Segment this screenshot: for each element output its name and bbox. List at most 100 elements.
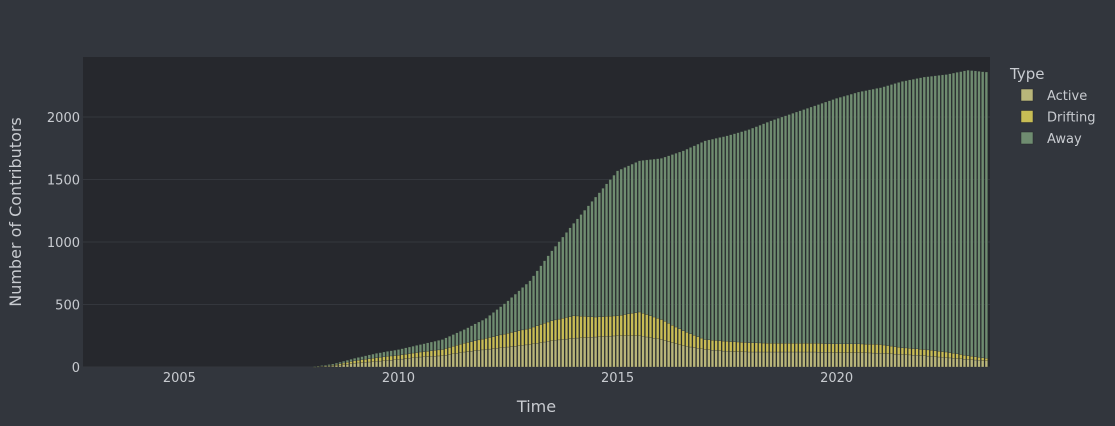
bar-drifting xyxy=(641,313,645,337)
bar-drifting xyxy=(930,350,934,357)
bar-away xyxy=(451,334,455,347)
bar-away xyxy=(415,345,419,353)
bar-drifting xyxy=(590,316,594,338)
bar-drifting xyxy=(824,343,828,353)
bar-drifting xyxy=(382,356,386,361)
bar-away xyxy=(568,227,572,317)
bar-away xyxy=(397,349,400,356)
bar-drifting xyxy=(407,353,411,359)
bar-drifting xyxy=(634,312,638,336)
bar-active xyxy=(459,352,462,368)
bar-active xyxy=(437,355,441,368)
bar-drifting xyxy=(532,326,536,344)
bar-active xyxy=(444,355,448,368)
bar-away xyxy=(864,90,868,345)
bar-active xyxy=(700,348,703,368)
bar-away xyxy=(499,306,503,336)
bar-away xyxy=(565,232,568,318)
bar-away xyxy=(444,337,448,349)
bar-away xyxy=(532,275,536,328)
bar-drifting xyxy=(966,355,970,360)
bar-active xyxy=(882,353,886,368)
bar-active xyxy=(506,346,510,368)
bar-active xyxy=(590,337,594,368)
bar-active xyxy=(586,337,590,368)
bar-drifting xyxy=(674,326,678,344)
bar-drifting xyxy=(857,343,860,353)
bar-drifting xyxy=(659,319,663,340)
bar-active xyxy=(648,337,652,368)
bar-drifting xyxy=(349,361,353,364)
bar-away xyxy=(513,293,517,332)
bar-active xyxy=(397,359,400,368)
bar-away xyxy=(605,183,609,317)
bar-drifting xyxy=(353,360,357,364)
bar-away xyxy=(459,331,462,345)
bar-active xyxy=(802,351,806,368)
bar-drifting xyxy=(521,329,525,346)
bar-active xyxy=(583,337,587,368)
bar-drifting xyxy=(597,316,601,337)
bar-drifting xyxy=(908,348,912,356)
bar-drifting xyxy=(495,335,499,349)
bar-drifting xyxy=(831,343,835,353)
bar-drifting xyxy=(462,343,466,353)
bar-active xyxy=(601,336,605,368)
bar-away xyxy=(952,72,955,354)
bar-active xyxy=(411,357,415,368)
bar-away xyxy=(941,74,944,352)
bar-active xyxy=(754,351,758,368)
bar-away xyxy=(510,297,514,333)
bar-away xyxy=(506,300,510,334)
bar-active xyxy=(955,358,959,368)
bar-drifting xyxy=(663,321,667,341)
bar-away xyxy=(612,175,616,317)
bar-drifting xyxy=(871,344,875,354)
bar-away xyxy=(378,352,382,358)
bar-drifting xyxy=(393,355,397,360)
bar-active xyxy=(732,351,736,368)
bar-active xyxy=(747,351,751,368)
bar-away xyxy=(963,70,966,356)
bar-active xyxy=(886,353,890,368)
bar-away xyxy=(926,76,930,351)
bar-drifting xyxy=(448,347,452,355)
bar-active xyxy=(773,351,777,368)
bar-drifting xyxy=(561,318,565,340)
bar-active xyxy=(681,345,685,368)
bar-away xyxy=(338,361,342,364)
bar-away xyxy=(327,364,331,366)
bar-active xyxy=(543,341,546,368)
bar-active xyxy=(334,365,338,368)
bar-drifting xyxy=(868,344,871,354)
bar-away xyxy=(528,280,532,329)
bar-active xyxy=(433,356,437,368)
bar-drifting xyxy=(378,357,382,362)
bar-away xyxy=(429,341,433,351)
bar-away xyxy=(897,82,901,348)
bar-away xyxy=(426,342,430,352)
bar-away xyxy=(820,103,824,344)
bar-active xyxy=(776,351,780,368)
bar-drifting xyxy=(539,324,543,343)
bar-drifting xyxy=(400,354,404,360)
y-axis-title: Number of Contributors xyxy=(6,117,25,307)
bar-active xyxy=(375,361,379,368)
bar-away xyxy=(773,119,777,344)
bar-drifting xyxy=(579,316,583,338)
bar-active xyxy=(725,351,729,368)
bar-away xyxy=(400,348,404,355)
bar-active xyxy=(871,352,875,368)
bar-away xyxy=(882,86,886,346)
bar-active xyxy=(338,364,342,368)
bar-drifting xyxy=(842,343,846,353)
bar-drifting xyxy=(685,332,689,347)
bar-active xyxy=(627,335,630,368)
bar-active xyxy=(984,360,988,368)
bar-drifting xyxy=(805,343,809,353)
bar-drifting xyxy=(703,339,707,350)
bar-away xyxy=(554,246,557,321)
x-tick-label: 2010 xyxy=(382,371,415,386)
bar-away xyxy=(546,255,550,323)
bar-away xyxy=(331,363,335,366)
